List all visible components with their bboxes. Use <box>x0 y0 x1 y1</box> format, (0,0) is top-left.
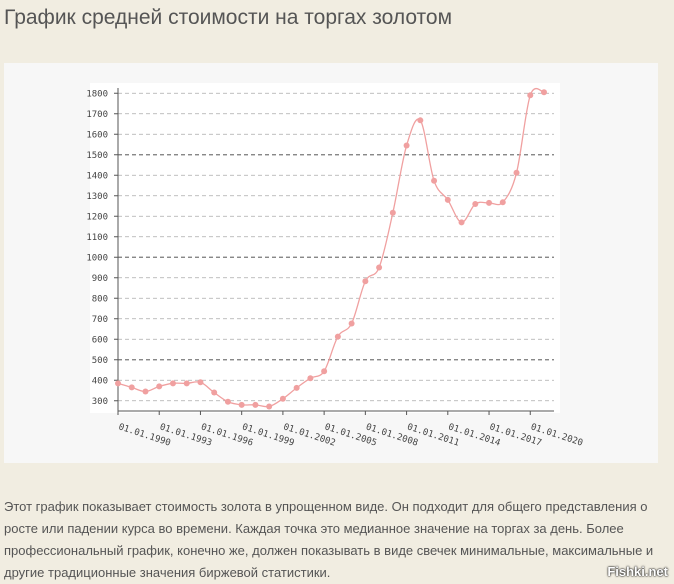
data-point <box>183 380 190 387</box>
y-tick-label: 1300 <box>86 192 108 202</box>
data-point <box>444 196 451 203</box>
y-tick-label: 1500 <box>86 151 108 161</box>
y-tick-label: 1100 <box>86 233 108 243</box>
y-tick-label: 400 <box>92 376 108 386</box>
data-point <box>362 278 369 285</box>
data-point <box>156 383 163 390</box>
description: Этот график показывает стоимость золота … <box>4 499 654 580</box>
y-tick-label: 300 <box>92 397 108 407</box>
data-point <box>541 89 547 96</box>
y-tick-label: 1800 <box>86 89 108 99</box>
y-tick-label: 1000 <box>86 253 108 263</box>
data-point <box>224 398 231 405</box>
data-point <box>499 199 506 206</box>
data-point <box>431 177 438 184</box>
data-point <box>169 380 176 387</box>
data-point <box>513 169 520 176</box>
data-point <box>458 219 465 226</box>
watermark: Fishki.net <box>607 564 668 579</box>
data-point <box>128 384 135 391</box>
data-point <box>389 209 396 216</box>
plot-area <box>90 83 560 413</box>
data-point <box>279 395 286 402</box>
data-point <box>527 92 534 99</box>
data-point <box>417 117 424 124</box>
data-point <box>376 264 383 271</box>
data-point <box>472 200 479 207</box>
data-point <box>142 388 149 395</box>
data-point <box>486 199 493 206</box>
chart-panel: 300 400 500 600 700 800 900 1000 1100 1200 1300 140… <box>4 63 658 463</box>
data-point <box>348 320 355 327</box>
y-tick-label: 500 <box>92 356 108 366</box>
y-tick-label: 600 <box>92 335 108 345</box>
y-tick-label: 1200 <box>86 212 108 222</box>
data-point <box>211 389 218 396</box>
data-point <box>307 375 314 382</box>
data-point <box>321 368 328 375</box>
data-point <box>238 401 245 408</box>
y-tick-label: 700 <box>92 315 108 325</box>
y-tick-label: 1400 <box>86 171 108 181</box>
data-point <box>293 384 300 391</box>
data-point <box>266 403 273 410</box>
data-point <box>197 379 204 386</box>
data-point <box>252 401 259 408</box>
data-point <box>334 333 341 340</box>
page-title: График средней стоимости на торгах золот… <box>4 6 453 29</box>
y-tick-label: 900 <box>92 274 108 284</box>
data-point <box>115 380 121 387</box>
y-tick-label: 800 <box>92 294 108 304</box>
data-point <box>403 142 410 149</box>
y-tick-label: 1700 <box>86 110 108 120</box>
chart: 300 400 500 600 700 800 900 1000 1100 1200 1300 140… <box>86 83 584 449</box>
y-tick-label: 1600 <box>86 130 108 140</box>
